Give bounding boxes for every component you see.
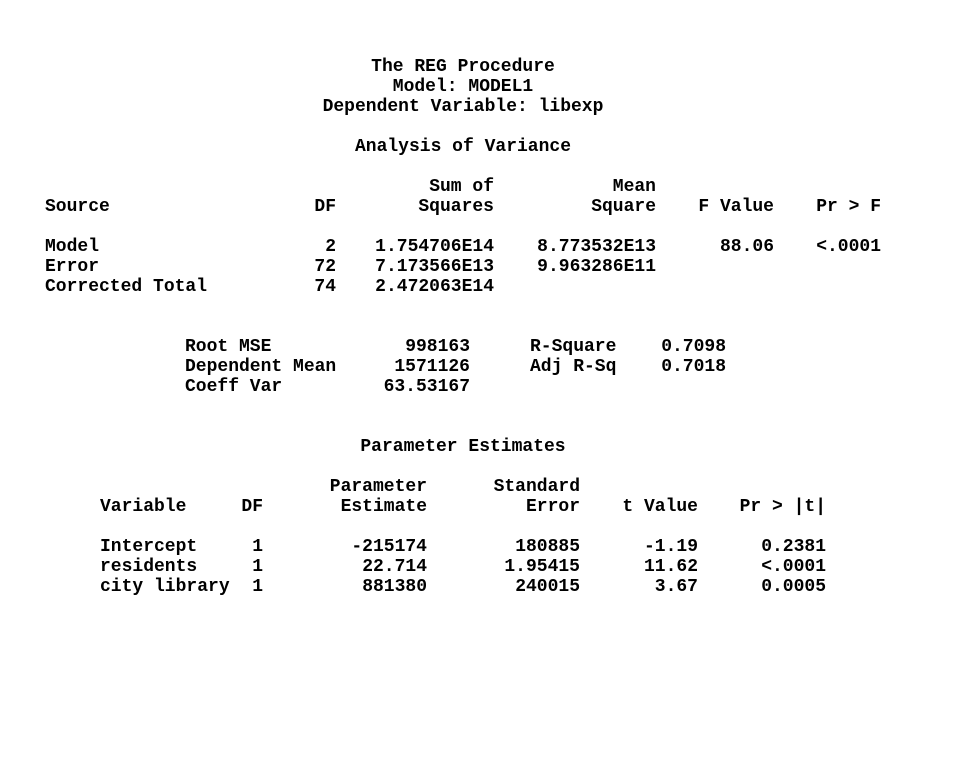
- anova-title: Analysis of Variance: [354, 137, 572, 157]
- anova-header-source-spacer: [45, 177, 285, 197]
- fit-row: Coeff Var 63.53167: [185, 377, 881, 397]
- anova-row-corrected-total: Corrected Total 74 2.472063E14: [45, 277, 881, 297]
- fit-value: 63.53167: [383, 377, 470, 397]
- fit-label2: [530, 377, 640, 397]
- params-header: Variable DF Estimate Error t Value Pr > …: [100, 497, 881, 517]
- params-df-cell: 1: [252, 537, 263, 557]
- procedure-title: The REG Procedure: [371, 57, 555, 77]
- fit-value2: 0.7018: [661, 357, 726, 377]
- fit-label2: Adj R-Sq: [530, 357, 617, 377]
- anova-header: Source DF Squares Square F Value Pr > F: [45, 197, 881, 217]
- anova-fvalue-cell: [656, 257, 774, 277]
- anova-col-prf: Pr > F: [816, 197, 881, 217]
- anova-col-df: DF: [314, 197, 336, 217]
- params-variable-cell: city library: [100, 577, 230, 597]
- params-header-standard: Standard: [493, 477, 580, 497]
- anova-source-cell: Error: [45, 257, 100, 277]
- model-title: Model: MODEL1: [392, 77, 534, 97]
- anova-fvalue-cell: [656, 277, 774, 297]
- params-error-cell: 1.95415: [504, 557, 580, 577]
- params-estimate-cell: 22.714: [362, 557, 427, 577]
- fit-label2: R-Square: [530, 337, 617, 357]
- anova-header-top: Sum of Mean: [45, 177, 881, 197]
- fit-value2: 0.7098: [661, 337, 726, 357]
- anova-row-model: Model 2 1.754706E14 8.773532E13 88.06 <.…: [45, 237, 881, 257]
- params-header-top: Parameter Standard: [100, 477, 881, 497]
- anova-meansq-cell: 8.773532E13: [537, 237, 656, 257]
- anova-col-squares: Squares: [418, 197, 494, 217]
- anova-table: Sum of Mean Source DF Squares Square F V…: [45, 177, 881, 297]
- anova-sumsq-cell: 1.754706E14: [375, 237, 494, 257]
- params-prt-cell: <.0001: [761, 557, 826, 577]
- params-header-parameter: Parameter: [329, 477, 427, 497]
- fit-label: Dependent Mean: [185, 357, 337, 377]
- params-estimate-cell: 881380: [362, 577, 427, 597]
- anova-prf-cell: [774, 257, 881, 277]
- params-variable-cell: residents: [100, 557, 198, 577]
- parameter-estimates-title: Parameter Estimates: [360, 437, 566, 457]
- fit-statistics: Root MSE 998163 R-Square 0.7098 Dependen…: [185, 337, 881, 397]
- anova-col-square: Square: [591, 197, 656, 217]
- anova-fvalue-cell: 88.06: [719, 237, 774, 257]
- anova-prf-cell: <.0001: [816, 237, 881, 257]
- anova-header-df-spacer: [285, 177, 336, 197]
- params-col-estimate: Estimate: [340, 497, 427, 517]
- params-tvalue-cell: 11.62: [643, 557, 698, 577]
- params-error-cell: 180885: [515, 537, 580, 557]
- fit-value2: [640, 377, 726, 397]
- params-prt-cell: 0.2381: [761, 537, 826, 557]
- parameter-estimates-table: Parameter Standard Variable DF Estimate …: [100, 477, 881, 597]
- anova-source-cell: Corrected Total: [45, 277, 208, 297]
- params-tvalue-cell: 3.67: [654, 577, 698, 597]
- params-prt-cell: 0.0005: [761, 577, 826, 597]
- params-col-variable: Variable: [100, 497, 187, 517]
- anova-row-error: Error 72 7.173566E13 9.963286E11: [45, 257, 881, 277]
- params-estimate-cell: -215174: [351, 537, 427, 557]
- params-df-cell: 1: [252, 577, 263, 597]
- params-variable-cell: Intercept: [100, 537, 198, 557]
- params-row-residents: residents 1 22.714 1.95415 11.62 <.0001: [100, 557, 881, 577]
- anova-col-source: Source: [45, 197, 110, 217]
- params-col-df: DF: [241, 497, 263, 517]
- anova-df-cell: 74: [314, 277, 336, 297]
- params-col-tvalue: t Value: [622, 497, 698, 517]
- anova-header-mean: Mean: [612, 177, 656, 197]
- anova-prf-cell: [774, 277, 881, 297]
- params-col-prt: Pr > |t|: [739, 497, 826, 517]
- params-row-intercept: Intercept 1 -215174 180885 -1.19 0.2381: [100, 537, 881, 557]
- anova-meansq-cell: [494, 277, 656, 297]
- params-tvalue-cell: -1.19: [643, 537, 698, 557]
- params-row-city-library: city library 1 881380 240015 3.67 0.0005: [100, 577, 881, 597]
- dependent-variable-title: Dependent Variable: libexp: [322, 97, 604, 117]
- anova-col-fvalue: F Value: [698, 197, 774, 217]
- fit-value: 1571126: [394, 357, 470, 377]
- anova-df-cell: 72: [314, 257, 336, 277]
- anova-df-cell: 2: [325, 237, 336, 257]
- params-df-cell: 1: [252, 557, 263, 577]
- fit-value: 998163: [405, 337, 470, 357]
- fit-row: Root MSE 998163 R-Square 0.7098: [185, 337, 881, 357]
- anova-meansq-cell: 9.963286E11: [537, 257, 656, 277]
- params-col-error: Error: [525, 497, 580, 517]
- anova-source-cell: Model: [45, 237, 100, 257]
- params-error-cell: 240015: [515, 577, 580, 597]
- fit-label: Coeff Var: [185, 377, 283, 397]
- report: The REG Procedure Model: MODEL1 Dependen…: [45, 0, 881, 597]
- fit-label: Root MSE: [185, 337, 272, 357]
- anova-sumsq-cell: 2.472063E14: [375, 277, 494, 297]
- fit-row: Dependent Mean 1571126 Adj R-Sq 0.7018: [185, 357, 881, 377]
- anova-sumsq-cell: 7.173566E13: [375, 257, 494, 277]
- anova-header-sumof: Sum of: [429, 177, 494, 197]
